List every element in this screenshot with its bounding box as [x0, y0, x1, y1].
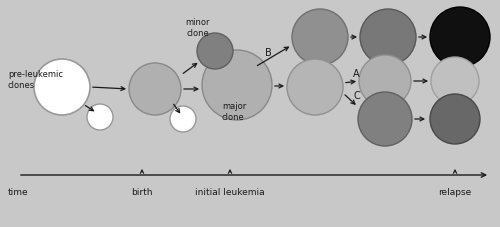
- Ellipse shape: [287, 60, 343, 116]
- Ellipse shape: [197, 34, 233, 70]
- Ellipse shape: [359, 56, 411, 108]
- Ellipse shape: [87, 105, 113, 131]
- Ellipse shape: [292, 10, 348, 66]
- Text: B: B: [265, 48, 272, 58]
- Ellipse shape: [202, 51, 272, 121]
- Ellipse shape: [129, 64, 181, 116]
- Text: A: A: [353, 69, 360, 79]
- Text: time: time: [8, 187, 28, 196]
- Ellipse shape: [34, 60, 90, 116]
- Text: birth: birth: [131, 187, 153, 196]
- Ellipse shape: [358, 93, 412, 146]
- Ellipse shape: [431, 58, 479, 106]
- Text: major
clone: major clone: [222, 102, 246, 121]
- Ellipse shape: [430, 95, 480, 144]
- Text: C: C: [353, 91, 360, 101]
- Text: pre-leukemic
clones: pre-leukemic clones: [8, 70, 63, 89]
- Text: initial leukemia: initial leukemia: [195, 187, 265, 196]
- Text: minor
clone: minor clone: [186, 18, 210, 37]
- Ellipse shape: [430, 8, 490, 68]
- Ellipse shape: [170, 106, 196, 132]
- Ellipse shape: [360, 10, 416, 66]
- Text: relapse: relapse: [438, 187, 472, 196]
